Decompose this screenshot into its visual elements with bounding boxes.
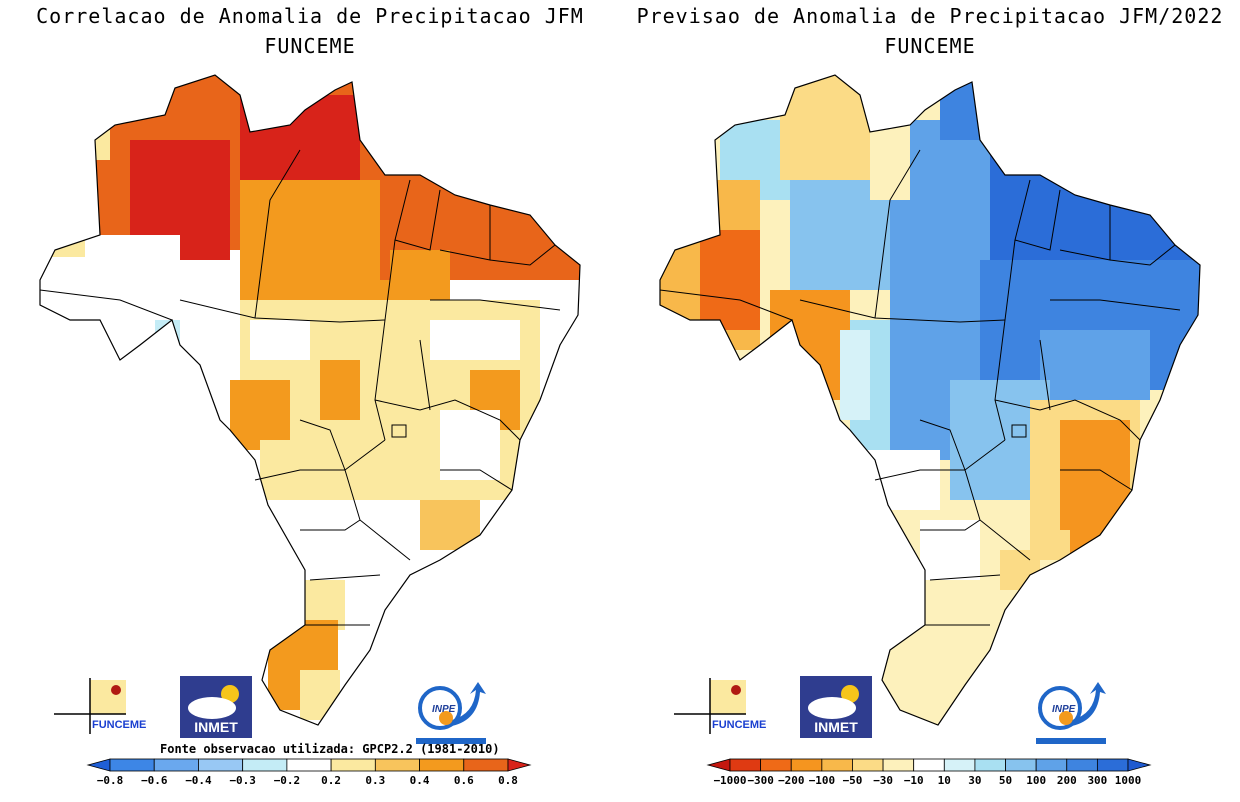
correlation-colorbar-tick-label: −0.8 xyxy=(97,774,124,787)
inpe-logo-text: INPE xyxy=(432,704,456,715)
left-map-panel: Correlacao de Anomalia de Precipitacao J… xyxy=(36,4,584,787)
inmet-logo: INMET xyxy=(180,676,252,738)
forecast-colorbar-tick-label: −10 xyxy=(904,774,924,787)
correlation-colorbar-swatch-6 xyxy=(330,758,376,772)
correlation-colorbar-tick-label: −0.4 xyxy=(185,774,212,787)
forecast-colorbar-swatch-6 xyxy=(882,758,915,772)
forecast-colorbar-swatch-7 xyxy=(913,758,945,772)
forecast-colorbar-swatch-12 xyxy=(1066,758,1098,772)
correlation-colorbar-swatch-4 xyxy=(242,758,288,772)
forecast-colorbar-tick-label: 50 xyxy=(999,774,1012,787)
forecast-map xyxy=(659,74,1201,726)
forecast-colorbar-swatch-3 xyxy=(790,758,823,772)
inmet-logo-text-right: INMET xyxy=(814,719,858,735)
source-note: Fonte observacao utilizada: GPCP2.2 (198… xyxy=(160,742,500,756)
state-borders-left xyxy=(39,149,561,626)
correlation-colorbar-tick-label: 0.2 xyxy=(321,774,341,787)
state-borders-right xyxy=(659,149,1181,626)
forecast-colorbar-swatch-8 xyxy=(943,758,976,772)
correlation-colorbar-tick-label: 0.3 xyxy=(365,774,385,787)
inpe-logo: INPE xyxy=(416,682,486,744)
forecast-colorbar-swatch-1 xyxy=(729,758,762,772)
correlation-colorbar-swatch-2 xyxy=(153,758,199,772)
correlation-colorbar-swatch-7 xyxy=(374,758,420,772)
forecast-colorbar-tick-label: 300 xyxy=(1087,774,1107,787)
inpe-logo-right: INPE xyxy=(1036,682,1106,744)
forecast-colorbar-swatch-4 xyxy=(821,758,853,772)
left-title: Correlacao de Anomalia de Precipitacao J… xyxy=(36,4,584,28)
correlation-colorbar-tick-label: 0.4 xyxy=(410,774,430,787)
forecast-colorbar: −1000 −300 −200 −100 −50 −30 −10 10 30 50 100 200 30… xyxy=(706,758,1152,787)
forecast-colorbar-swatch-9 xyxy=(974,758,1006,772)
correlation-colorbar-swatch-1 xyxy=(109,758,155,772)
correlation-colorbar-swatch-8 xyxy=(419,758,465,772)
forecast-colorbar-tick-label: −50 xyxy=(843,774,863,787)
forecast-colorbar-tick-label: 100 xyxy=(1026,774,1046,787)
forecast-colorbar-tick-label: 10 xyxy=(938,774,951,787)
forecast-colorbar-tick-label: 30 xyxy=(968,774,981,787)
forecast-colorbar-swatch-10 xyxy=(1005,758,1037,772)
left-subtitle: FUNCEME xyxy=(264,34,356,58)
right-title: Previsao de Anomalia de Precipitacao JFM… xyxy=(636,4,1224,28)
correlation-colorbar-tick-label: 0.6 xyxy=(454,774,474,787)
correlation-colorbar-tick-label: −0.3 xyxy=(229,774,256,787)
correlation-colorbar-tick-label: −0.6 xyxy=(141,774,168,787)
forecast-colorbar-tick-label: −200 xyxy=(778,774,805,787)
correlation-map xyxy=(39,74,581,726)
correlation-colorbar-swatch-10 xyxy=(507,758,532,772)
forecast-colorbar-swatch-5 xyxy=(852,758,884,772)
forecast-colorbar-swatch-2 xyxy=(760,758,792,772)
correlation-colorbar-swatch-9 xyxy=(463,758,509,772)
forecast-colorbar-swatch-0 xyxy=(706,758,731,772)
right-map-panel: Previsao de Anomalia de Precipitacao JFM… xyxy=(620,0,1240,802)
forecast-colorbar-tick-label: −100 xyxy=(809,774,836,787)
forecast-colorbar-swatch-13 xyxy=(1096,758,1129,772)
forecast-colorbar-swatch-11 xyxy=(1035,758,1068,772)
forecast-colorbar-tick-label: −1000 xyxy=(713,774,746,787)
correlation-colorbar: −0.8 −0.6 −0.4 −0.3 −0.2 0.2 0.3 0.4 0.6 0.8 xyxy=(86,758,532,787)
funceme-logo: FUNCEME xyxy=(54,678,146,734)
correlation-colorbar-swatch-0 xyxy=(86,758,111,772)
funceme-logo-text-right: FUNCEME xyxy=(712,719,766,731)
correlation-colorbar-swatch-5 xyxy=(286,758,332,772)
correlation-colorbar-tick-label: −0.2 xyxy=(274,774,301,787)
inmet-logo-text: INMET xyxy=(194,719,238,735)
correlation-colorbar-swatch-3 xyxy=(198,758,244,772)
correlation-colorbar-tick-label: 0.8 xyxy=(498,774,518,787)
forecast-colorbar-tick-label: 1000 xyxy=(1115,774,1142,787)
funceme-logo-text: FUNCEME xyxy=(92,719,146,731)
funceme-logo-right: FUNCEME xyxy=(674,678,766,734)
forecast-colorbar-tick-label: −300 xyxy=(747,774,774,787)
forecast-colorbar-swatch-14 xyxy=(1127,758,1152,772)
forecast-colorbar-tick-label: −30 xyxy=(873,774,893,787)
right-subtitle: FUNCEME xyxy=(884,34,976,58)
forecast-colorbar-tick-label: 200 xyxy=(1057,774,1077,787)
inmet-logo-right: INMET xyxy=(800,676,872,738)
inpe-logo-text-right: INPE xyxy=(1052,704,1076,715)
